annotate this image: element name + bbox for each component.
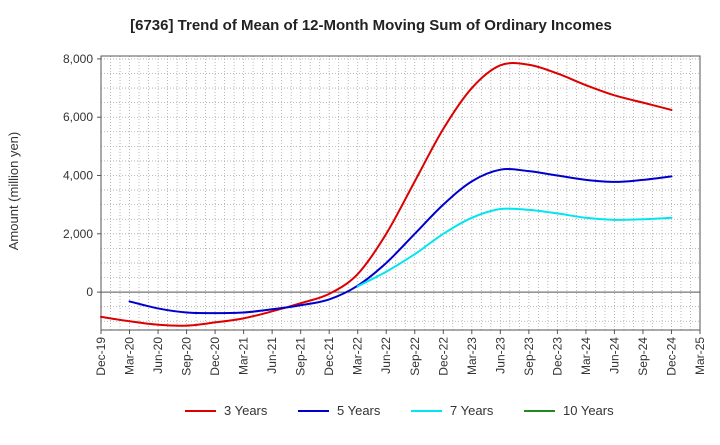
x-tick-label: Sep-21	[294, 337, 308, 376]
x-tick-label: Mar-24	[579, 337, 593, 375]
legend-label-5-years: 5 Years	[337, 403, 381, 418]
y-tick-label: 6,000	[63, 110, 93, 124]
x-tick-label: Dec-23	[550, 337, 564, 376]
x-tick-label: Sep-23	[522, 337, 536, 376]
y-tick-label: 0	[86, 285, 93, 299]
y-tick-label: 8,000	[63, 52, 93, 66]
x-tick-label: Sep-22	[408, 337, 422, 376]
x-tick-label: Jun-24	[607, 337, 621, 374]
x-tick-label: Jun-23	[493, 337, 507, 374]
legend-label-3-years: 3 Years	[224, 403, 268, 418]
x-tick-label: Jun-21	[265, 337, 279, 374]
x-tick-label: Sep-20	[180, 337, 194, 376]
y-tick-label: 2,000	[63, 227, 93, 241]
x-tick-label: Dec-22	[436, 337, 450, 376]
legend: 3 Years 5 Years 7 Years 10 Years	[185, 403, 614, 418]
y-axis-label: Amount (million yen)	[6, 132, 21, 251]
series-line-7-years	[356, 207, 673, 288]
x-tick-label: Mar-21	[237, 337, 251, 375]
x-tick-label: Jun-20	[151, 337, 165, 374]
series-line-3-years	[100, 62, 673, 327]
x-tick-label: Sep-24	[636, 337, 650, 376]
x-tick-label: Dec-21	[322, 337, 336, 376]
y-tick-label: 4,000	[63, 169, 93, 183]
x-tick-label: Dec-19	[94, 337, 108, 376]
x-tick-label: Dec-20	[208, 337, 222, 376]
x-tick-label: Mar-23	[465, 337, 479, 375]
x-tick-label: Dec-24	[664, 337, 678, 376]
series-line-5-years	[128, 168, 673, 315]
legend-label-7-years: 7 Years	[450, 403, 494, 418]
x-tick-label: Mar-22	[351, 337, 365, 375]
x-tick-label: Jun-22	[379, 337, 393, 374]
legend-label-10-years: 10 Years	[563, 403, 614, 418]
x-tick-label: Mar-20	[123, 337, 137, 375]
plot-frame	[100, 55, 701, 331]
x-tick-label: Mar-25	[693, 337, 707, 375]
series-layer	[100, 62, 673, 327]
chart-title: [6736] Trend of Mean of 12-Month Moving …	[130, 17, 612, 34]
axis-layer: 0 2,000 4,000 6,000 8,000 Dec-19 Mar-20 Jun-20 S…	[63, 52, 707, 376]
grid-layer	[100, 56, 701, 330]
